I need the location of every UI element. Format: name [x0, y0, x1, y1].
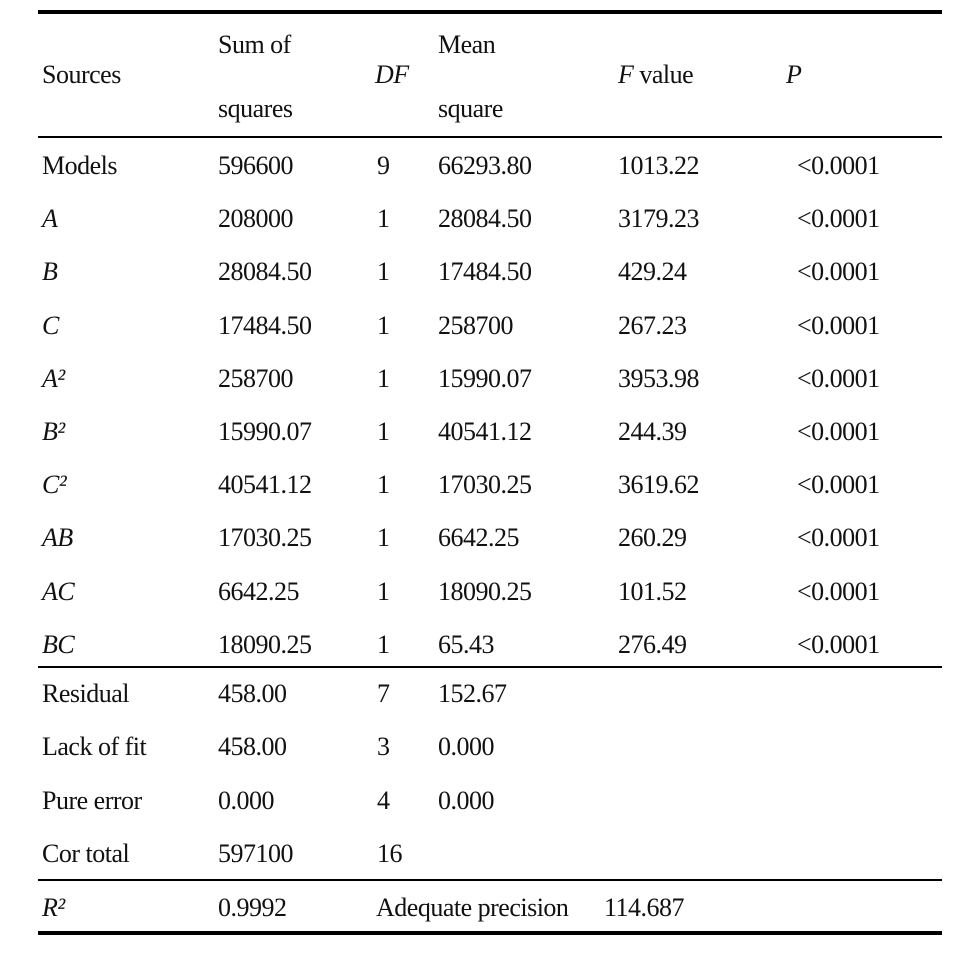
source-cell: BC [42, 629, 75, 659]
source-cell: Lack of fit [42, 732, 147, 762]
p-value-cell: <0.0001 [797, 576, 880, 606]
df-cell: 1 [377, 204, 390, 234]
mean-square-cell: 152.67 [438, 679, 507, 708]
source-cell: Pure error [42, 785, 142, 815]
model-section-rule [38, 666, 942, 668]
sum-of-squares-cell: 258700 [218, 363, 294, 393]
source-cell: B² [42, 417, 65, 446]
df-cell: 1 [377, 363, 390, 393]
df-cell: 4 [377, 785, 390, 815]
source-cell: C² [42, 470, 67, 500]
f-value-cell: 3179.23 [618, 204, 700, 234]
f-value-cell: 267.23 [618, 310, 687, 340]
bottom-rule [38, 931, 942, 935]
header-squares: squares [218, 94, 293, 123]
source-cell: AB [42, 523, 73, 553]
mean-square-cell: 0.000 [438, 732, 495, 762]
header-f-value: F value [618, 60, 694, 90]
f-value-cell: 3619.62 [618, 470, 700, 500]
header-f-text: value [633, 60, 694, 89]
summary-rule [38, 879, 942, 881]
sum-of-squares-cell: 6642.25 [218, 576, 300, 606]
mean-square-cell: 17030.25 [438, 470, 532, 500]
sum-of-squares-cell: 15990.07 [218, 417, 312, 446]
header-sources: Sources [42, 60, 121, 89]
source-cell: C [42, 310, 59, 340]
sum-of-squares-cell: 458.00 [218, 732, 287, 762]
r2-value: 0.9992 [218, 893, 287, 922]
mean-square-cell: 0.000 [438, 785, 495, 815]
f-value-cell: 101.52 [618, 576, 687, 606]
mean-square-cell: 15990.07 [438, 363, 532, 393]
p-value-cell: <0.0001 [797, 310, 880, 340]
mean-square-cell: 258700 [438, 310, 514, 340]
df-cell: 1 [377, 523, 390, 553]
header-df: DF [375, 60, 409, 89]
sum-of-squares-cell: 18090.25 [218, 629, 312, 659]
f-value-cell: 244.39 [618, 417, 687, 446]
df-cell: 16 [377, 838, 403, 868]
source-cell: Models [42, 151, 118, 180]
source-cell: AC [42, 576, 75, 606]
sum-of-squares-cell: 597100 [218, 838, 294, 868]
f-value-cell: 260.29 [618, 523, 687, 553]
f-value-cell: 276.49 [618, 629, 687, 659]
source-cell: A [42, 204, 58, 234]
mean-square-cell: 17484.50 [438, 257, 532, 287]
sum-of-squares-cell: 17484.50 [218, 310, 312, 340]
precision-label: Adequate precision [376, 893, 569, 922]
p-value-cell: <0.0001 [797, 363, 880, 393]
df-cell: 1 [377, 257, 390, 287]
source-cell: Cor total [42, 838, 130, 868]
source-cell: A² [42, 363, 65, 393]
df-cell: 1 [377, 576, 390, 606]
df-cell: 1 [377, 470, 390, 500]
f-value-cell: 3953.98 [618, 363, 700, 393]
header-square: square [438, 94, 503, 123]
p-value-cell: <0.0001 [797, 151, 880, 180]
p-value-cell: <0.0001 [797, 470, 880, 500]
source-cell: Residual [42, 679, 130, 708]
r2-label: R² [42, 893, 65, 922]
mean-square-cell: 65.43 [438, 629, 495, 659]
sum-of-squares-cell: 458.00 [218, 679, 287, 708]
sum-of-squares-cell: 208000 [218, 204, 294, 234]
sum-of-squares-cell: 17030.25 [218, 523, 312, 553]
sum-of-squares-cell: 28084.50 [218, 257, 312, 287]
sum-of-squares-cell: 0.000 [218, 785, 275, 815]
mean-square-cell: 40541.12 [438, 417, 532, 446]
precision-value: 114.687 [604, 893, 685, 922]
p-value-cell: <0.0001 [797, 257, 880, 287]
mean-square-cell: 18090.25 [438, 576, 532, 606]
f-value-cell: 429.24 [618, 257, 687, 287]
df-cell: 1 [377, 310, 390, 340]
header-sum-of: Sum of [218, 30, 291, 59]
header-mean: Mean [438, 30, 496, 59]
df-cell: 7 [377, 679, 390, 708]
mean-square-cell: 6642.25 [438, 523, 520, 553]
header-rule [38, 136, 942, 138]
p-value-cell: <0.0001 [797, 523, 880, 553]
p-value-cell: <0.0001 [797, 629, 880, 659]
top-rule [38, 10, 942, 14]
source-cell: B [42, 257, 58, 287]
sum-of-squares-cell: 596600 [218, 151, 294, 180]
df-cell: 3 [377, 732, 390, 762]
sum-of-squares-cell: 40541.12 [218, 470, 312, 500]
df-cell: 1 [377, 417, 390, 446]
mean-square-cell: 28084.50 [438, 204, 532, 234]
f-value-cell: 1013.22 [618, 151, 700, 180]
header-f-symbol: F [618, 60, 634, 89]
mean-square-cell: 66293.80 [438, 151, 532, 180]
df-cell: 1 [377, 629, 390, 659]
header-p: P [786, 60, 802, 89]
p-value-cell: <0.0001 [797, 204, 880, 234]
df-cell: 9 [377, 151, 390, 180]
p-value-cell: <0.0001 [797, 417, 880, 446]
